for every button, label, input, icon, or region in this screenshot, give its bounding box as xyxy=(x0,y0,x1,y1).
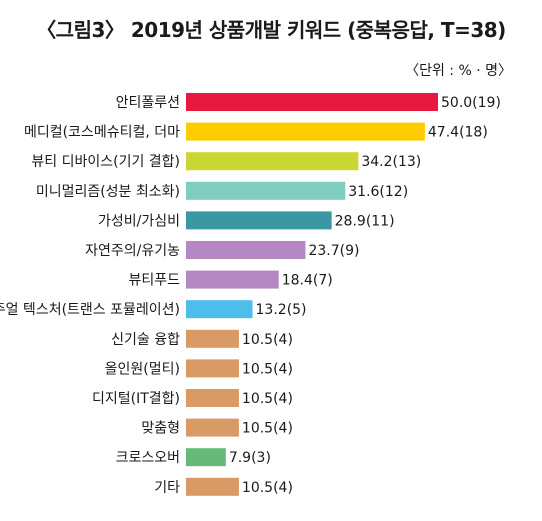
category-label: 올인원(멀티) xyxy=(105,361,180,377)
value-label: 10.5(4) xyxy=(242,391,293,407)
value-label: 34.2(13) xyxy=(361,154,421,170)
value-label: 50.0(19) xyxy=(441,95,501,111)
unit-note: 〈단위 : % · 명〉 xyxy=(405,63,512,79)
value-label: 10.5(4) xyxy=(242,421,293,437)
bar xyxy=(186,211,332,230)
category-label: 크로스오버 xyxy=(116,450,180,466)
value-label: 18.4(7) xyxy=(282,273,333,289)
category-label: 디지털(IT결합) xyxy=(92,391,180,407)
bar xyxy=(186,241,306,259)
bar xyxy=(186,93,438,111)
value-label: 10.5(4) xyxy=(242,480,293,496)
value-label: 13.2(5) xyxy=(256,302,307,318)
bar xyxy=(186,448,226,467)
value-label: 7.9(3) xyxy=(229,450,271,466)
value-label: 10.5(4) xyxy=(242,361,293,377)
bar xyxy=(186,359,239,378)
category-label: 맞춤형 xyxy=(141,421,180,437)
value-label: 47.4(18) xyxy=(428,125,488,141)
category-label: 가성비/가심비 xyxy=(98,213,180,229)
bar xyxy=(186,122,425,141)
category-label: 미니멀리즘(성분 최소화) xyxy=(36,184,180,200)
value-label: 31.6(12) xyxy=(348,184,408,200)
bar xyxy=(186,477,239,496)
bar xyxy=(186,329,239,348)
category-label: 비주얼 텍스처(트랜스 포뮬레이션) xyxy=(0,302,180,318)
category-label: 뷰티 디바이스(기기 결합) xyxy=(31,154,180,170)
category-label: 메디컬(코스메슈티컬, 더마 xyxy=(24,125,180,141)
value-label: 10.5(4) xyxy=(242,332,293,348)
bar xyxy=(186,270,279,289)
bar xyxy=(186,389,239,407)
value-label: 28.9(11) xyxy=(335,213,395,229)
category-label: 신기술 융합 xyxy=(111,332,180,348)
category-label: 안티폴루션 xyxy=(116,95,180,111)
bar xyxy=(186,418,239,437)
bar xyxy=(186,181,346,200)
value-label: 23.7(9) xyxy=(308,243,359,259)
bar xyxy=(186,152,359,171)
category-label: 뷰티푸드 xyxy=(128,273,180,289)
chart-title: 〈그림3〉 2019년 상품개발 키워드 (중복응답, T=38) xyxy=(36,18,506,42)
bar xyxy=(186,300,253,319)
category-label: 기타 xyxy=(154,480,180,496)
category-label: 자연주의/유기농 xyxy=(85,243,180,259)
